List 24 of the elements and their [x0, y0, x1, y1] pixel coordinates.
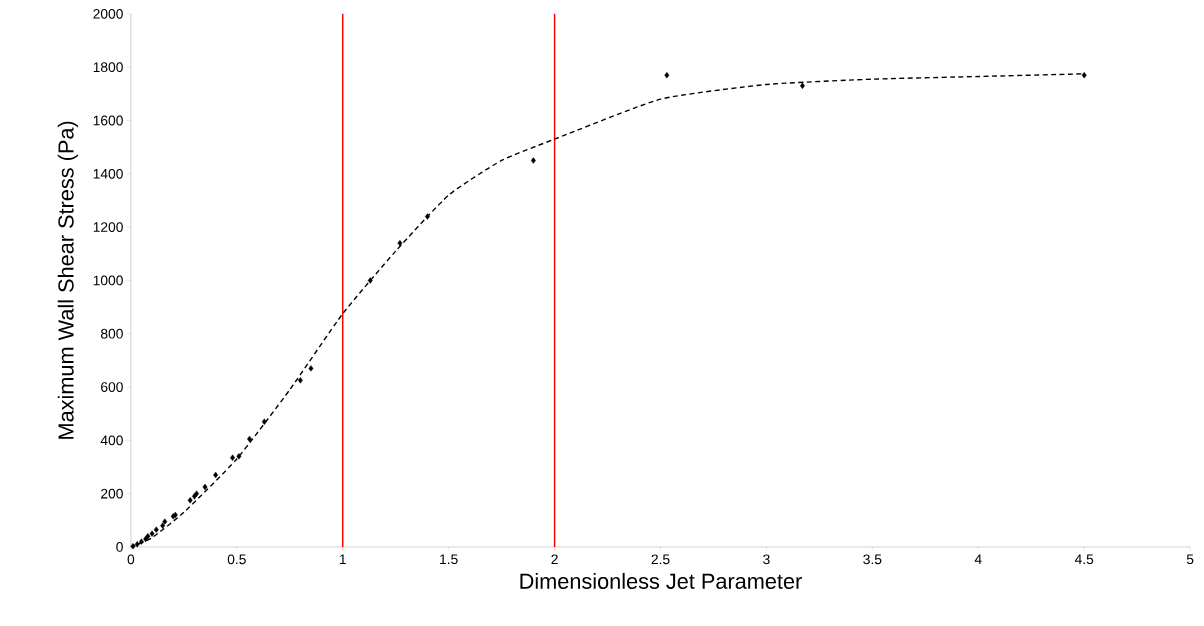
y-tick-label: 1200	[93, 222, 123, 232]
x-tick-label: 1.5	[440, 554, 458, 564]
y-tick-label: 200	[101, 488, 123, 499]
y-axis-title: Maximum Wall Shear Stress (Pa)	[57, 121, 78, 439]
y-tick-label: 800	[100, 328, 123, 339]
x-tick-label: 5	[1186, 554, 1194, 564]
y-tick-label: 400	[100, 435, 123, 446]
x-tick-label: 3	[763, 554, 770, 565]
y-tick-label: 1400	[93, 168, 123, 179]
y-tick-label: 600	[101, 382, 123, 392]
x-tick-label: 4	[974, 554, 982, 564]
y-tick-label: 2000	[93, 8, 123, 19]
x-tick-label: 2.5	[651, 554, 670, 565]
x-tick-label: 3.5	[863, 554, 882, 565]
y-tick-label: 0	[116, 541, 123, 552]
x-axis-title: Dimensionless Jet Parameter	[520, 572, 802, 589]
y-tick-label: 1000	[93, 275, 123, 286]
y-tick-label: 1600	[93, 115, 123, 126]
x-tick-label: 1	[339, 554, 346, 564]
x-tick-label: 0	[127, 554, 135, 565]
x-tick-label: 0.5	[227, 554, 246, 565]
x-tick-label: 4.5	[1074, 554, 1094, 564]
x-tick-label: 2	[551, 554, 558, 564]
y-tick-label: 1800	[93, 62, 123, 72]
